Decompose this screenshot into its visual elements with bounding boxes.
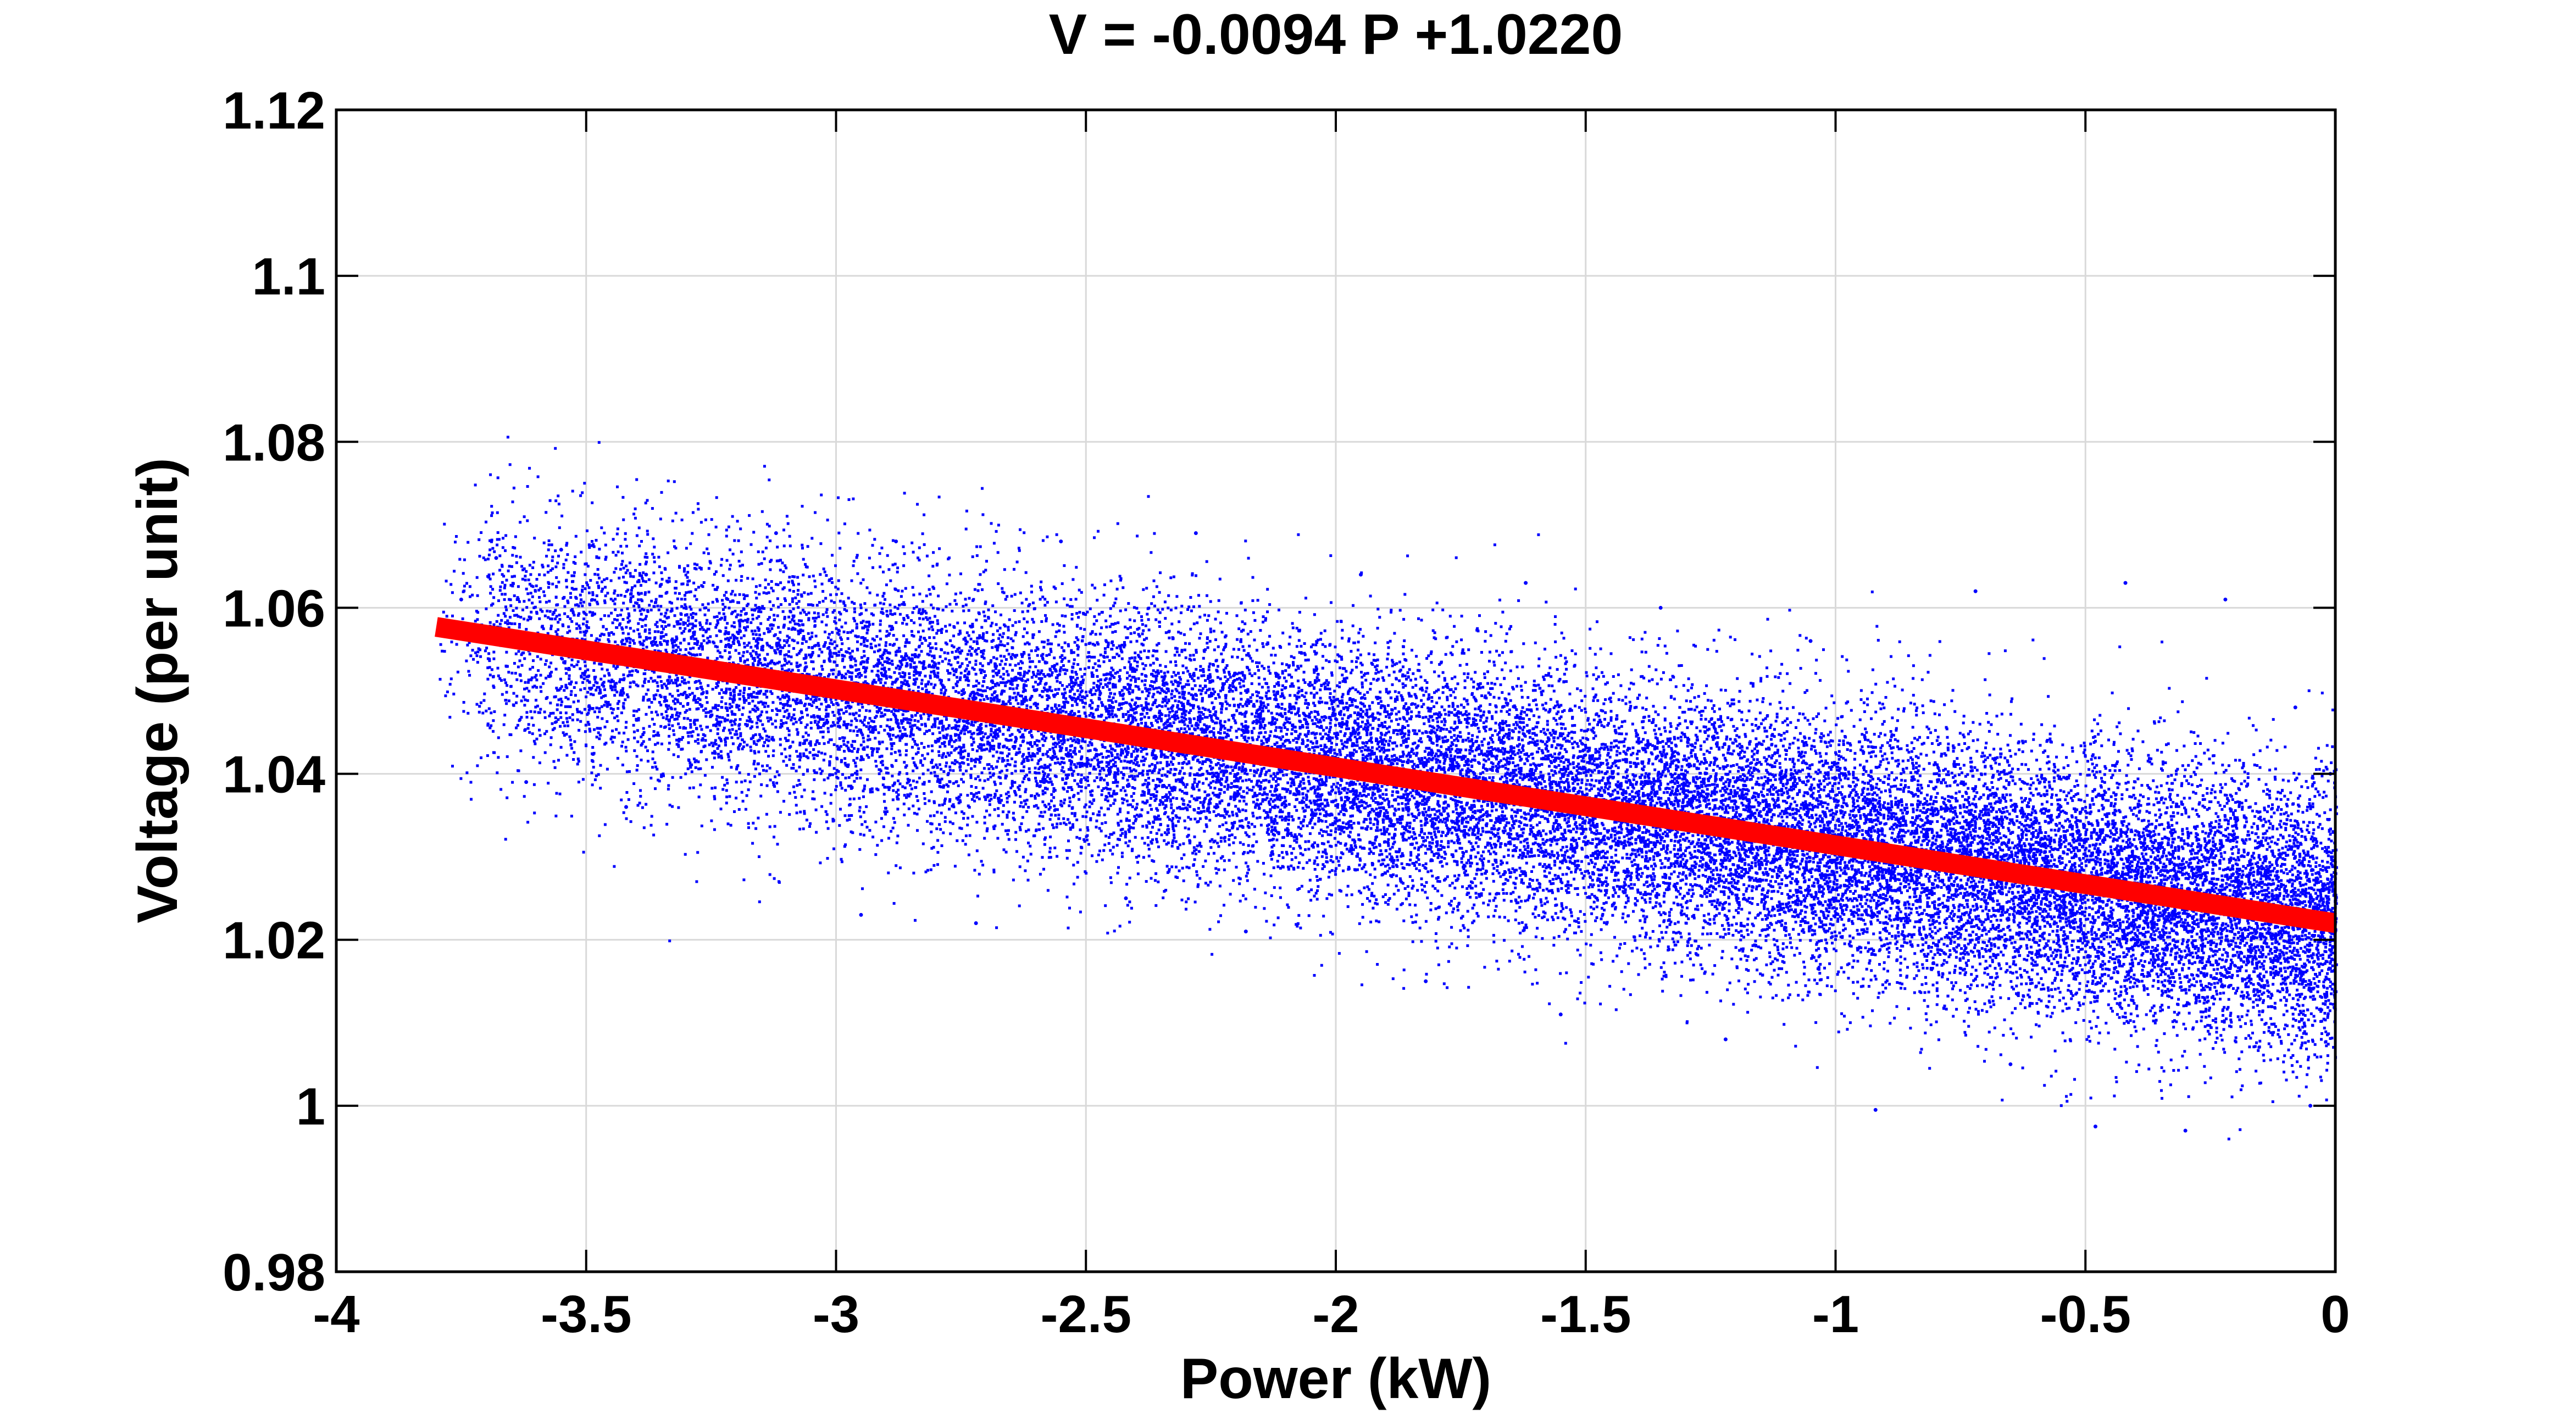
scatter-point — [2308, 1104, 2313, 1108]
y-axis-label: Voltage (per unit) — [126, 458, 190, 923]
scatter-point — [2093, 1125, 2097, 1129]
scatter-point — [1193, 531, 1198, 535]
x-tick-label: 0 — [2320, 1285, 2350, 1344]
scatter-point — [859, 912, 863, 917]
scatter-point — [1424, 979, 1428, 983]
scatter-point — [1658, 605, 1663, 610]
x-tick-label: -3.5 — [541, 1285, 631, 1344]
scatter-point — [1524, 581, 1528, 585]
x-tick-label: -2.5 — [1041, 1285, 1131, 1344]
scatter-point — [524, 780, 529, 784]
scatter-point — [624, 805, 629, 809]
scatter-point — [1808, 639, 1813, 643]
scatter-point — [2123, 581, 2128, 585]
x-tick-label: -3 — [813, 1285, 859, 1344]
scatter-point — [644, 572, 648, 577]
scatter-point — [459, 597, 463, 602]
scatter-point — [1558, 1012, 1563, 1017]
scatter-point — [2223, 597, 2228, 602]
chart-title: V = -0.0094 P +1.0220 — [1049, 3, 1623, 66]
x-axis-ticks: -4 -3.5 -3 -2.5 -2 -1.5 -1 -0.5 0 — [313, 110, 2350, 1344]
y-tick-label: 1.08 — [223, 413, 325, 472]
y-tick-label: 0.98 — [223, 1243, 325, 1302]
y-tick-label: 1.1 — [252, 247, 325, 306]
scatter-point — [1059, 539, 1063, 544]
scatter-point — [1124, 896, 1128, 900]
x-tick-label: -1.5 — [1540, 1285, 1631, 1344]
y-tick-label: 1.02 — [223, 911, 325, 970]
x-tick-label: -2 — [1312, 1285, 1359, 1344]
scatter-point — [2008, 1062, 2013, 1066]
y-axis-ticks: 0.98 1 1.02 1.04 1.06 1.08 1.1 1.12 — [223, 81, 2335, 1302]
scatter-point — [709, 714, 713, 718]
scatter-point — [559, 548, 563, 552]
scatter-point — [894, 539, 898, 544]
scatter-point — [1973, 589, 1978, 593]
x-tick-label: -1 — [1812, 1285, 1859, 1344]
y-tick-label: 1 — [296, 1077, 325, 1136]
y-tick-label: 1.06 — [223, 579, 325, 638]
fit-line — [435, 617, 2337, 933]
scatter-point — [1873, 1107, 1878, 1112]
x-axis-label: Power (kW) — [1180, 1347, 1491, 1411]
scatter-point — [1358, 572, 1363, 577]
scatter-point — [1723, 1037, 1728, 1042]
scatter-point — [494, 556, 498, 560]
y-tick-label: 1.04 — [223, 745, 325, 804]
x-tick-label: -4 — [313, 1285, 359, 1344]
scatter-point — [774, 531, 778, 535]
scatter-point — [974, 921, 978, 925]
scatter-point — [2183, 1128, 2188, 1133]
scatter-point — [1243, 929, 1248, 934]
x-tick-label: -0.5 — [2040, 1285, 2131, 1344]
scatter-point — [2293, 705, 2297, 710]
y-tick-label: 1.12 — [223, 81, 325, 140]
fit-line-series — [435, 617, 2337, 933]
